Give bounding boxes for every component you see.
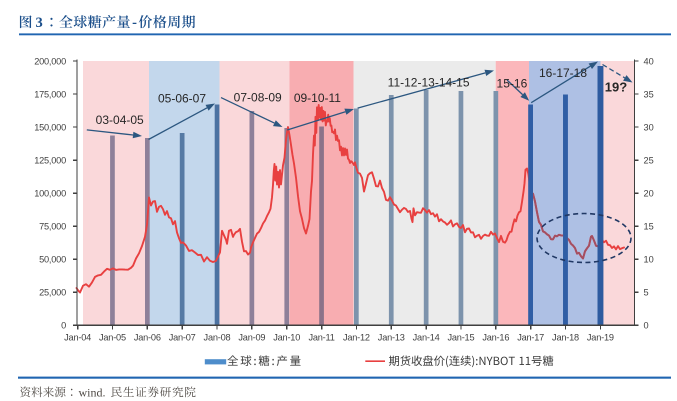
svg-text:125,000: 125,000: [34, 156, 66, 166]
svg-text:15-16: 15-16: [497, 77, 528, 91]
svg-text:30: 30: [644, 123, 654, 133]
svg-text:75,000: 75,000: [39, 222, 66, 232]
svg-text:Jan-17: Jan-17: [517, 333, 544, 343]
svg-text:Jan-19: Jan-19: [587, 333, 614, 343]
svg-text:0: 0: [61, 321, 66, 331]
svg-text:wind.: wind.: [79, 385, 106, 399]
svg-text:Jan-16: Jan-16: [482, 333, 509, 343]
svg-text:03-04-05: 03-04-05: [96, 113, 144, 127]
svg-text:5: 5: [644, 288, 649, 298]
svg-text:0: 0: [644, 321, 649, 331]
svg-text:15: 15: [644, 222, 654, 232]
svg-text:Jan-13: Jan-13: [378, 333, 405, 343]
svg-text:Jan-10: Jan-10: [273, 333, 300, 343]
svg-text:Jan-04: Jan-04: [64, 333, 91, 343]
svg-text:10: 10: [644, 255, 654, 265]
svg-text:-: -: [132, 15, 137, 31]
svg-text:100,000: 100,000: [34, 189, 66, 199]
svg-text:Jan-12: Jan-12: [343, 333, 370, 343]
svg-text:11-12-13-14-15: 11-12-13-14-15: [388, 76, 470, 90]
svg-text:05-06-07: 05-06-07: [158, 92, 206, 106]
svg-text:175,000: 175,000: [34, 90, 66, 100]
svg-text:35: 35: [644, 90, 654, 100]
svg-text:200,000: 200,000: [34, 57, 66, 67]
svg-text:40: 40: [644, 57, 654, 67]
svg-text:25: 25: [644, 156, 654, 166]
svg-text:Jan-15: Jan-15: [447, 333, 474, 343]
svg-text:Jan-11: Jan-11: [308, 333, 334, 343]
svg-text:3: 3: [36, 15, 43, 31]
svg-text:25,000: 25,000: [39, 288, 66, 298]
svg-text:50,000: 50,000: [39, 255, 66, 265]
svg-text:16-17-18: 16-17-18: [539, 66, 587, 80]
svg-text:Jan-08: Jan-08: [204, 333, 231, 343]
svg-text:09-10-11: 09-10-11: [294, 91, 341, 105]
svg-text:Jan-14: Jan-14: [413, 333, 440, 343]
svg-text:07-08-09: 07-08-09: [234, 90, 282, 104]
svg-text:Jan-05: Jan-05: [99, 333, 126, 343]
svg-text:Jan-18: Jan-18: [552, 333, 579, 343]
svg-text:19?: 19?: [605, 79, 627, 94]
svg-text:Jan-09: Jan-09: [238, 333, 265, 343]
svg-text:Jan-07: Jan-07: [169, 333, 196, 343]
svg-text:Jan-06: Jan-06: [134, 333, 161, 343]
svg-text:150,000: 150,000: [34, 123, 66, 133]
svg-text:20: 20: [644, 189, 654, 199]
